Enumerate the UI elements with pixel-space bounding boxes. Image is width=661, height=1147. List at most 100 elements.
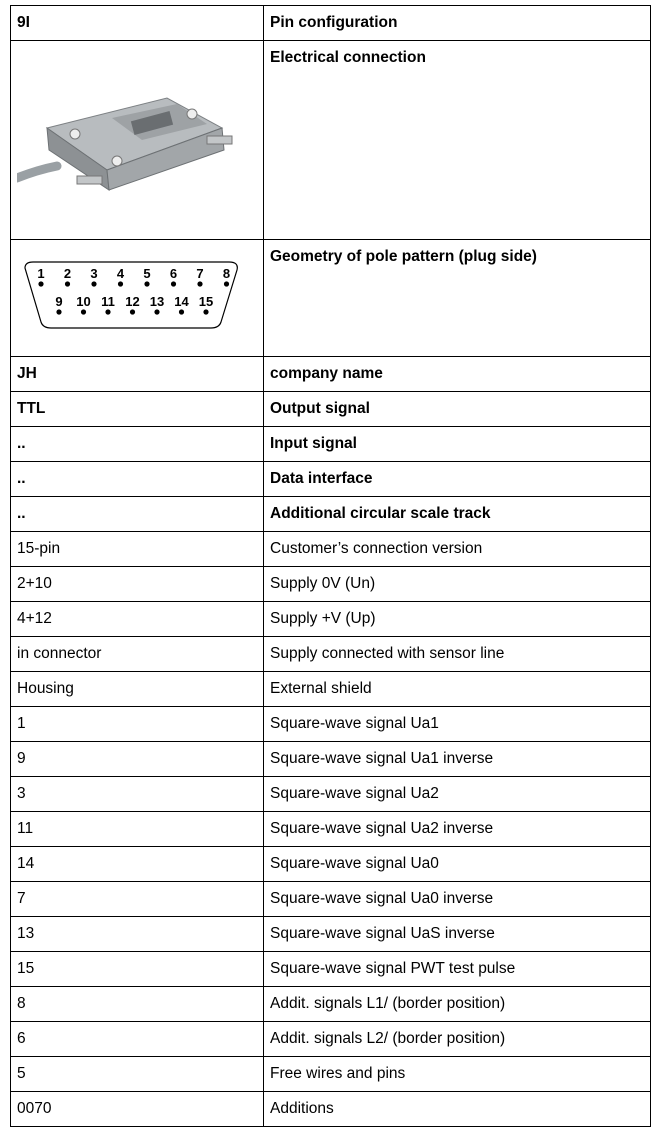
label-cell: Pin configuration (263, 5, 651, 41)
table-row: 0070 Additions (10, 1091, 651, 1127)
table-row: 14 Square-wave signal Ua0 (10, 846, 651, 882)
table-row: Electrical connection (10, 40, 651, 240)
pin-dot (117, 280, 124, 287)
pin-number: 13 (150, 294, 164, 309)
table-row: 1 2 3 4 5 6 7 8 9 10 11 12 13 14 15 Geometry of pole p… (10, 239, 651, 357)
table-row: .. Additional circular scale track (10, 496, 651, 532)
label-cell: Additions (263, 1091, 651, 1127)
value-cell: 5 (10, 1056, 264, 1092)
value-cell: 4+12 (10, 601, 264, 637)
connector-image (12, 96, 233, 191)
table-row: TTL Output signal (10, 391, 651, 427)
value-cell: 9 (10, 741, 264, 777)
table-row: 9 Square-wave signal Ua1 inverse (10, 741, 651, 777)
pin-dot (129, 308, 136, 315)
value-cell: in connector (10, 636, 264, 672)
pin-number: 9 (55, 294, 62, 309)
label-cell: Square-wave signal Ua0 (263, 846, 651, 882)
label-cell: External shield (263, 671, 651, 707)
pin-dot (178, 308, 185, 315)
pole-pattern: 1 2 3 4 5 6 7 89 10 11 12 13 14 15 (24, 260, 238, 329)
table-row: .. Input signal (10, 426, 651, 462)
label-cell: Input signal (263, 426, 651, 462)
pin-dot (56, 308, 62, 315)
label-cell: Data interface (263, 461, 651, 497)
table-row: 8 Addit. signals L1/ (border position) (10, 986, 651, 1022)
pin-number: 15 (199, 294, 213, 309)
value-cell: JH (10, 356, 264, 392)
pin-dot (154, 308, 160, 315)
pin-dot (91, 280, 97, 287)
label-cell: Supply connected with sensor line (263, 636, 651, 672)
value-cell: 9I (10, 5, 264, 41)
table-row: 11 Square-wave signal Ua2 inverse (10, 811, 651, 847)
label-cell: Square-wave signal Ua2 (263, 776, 651, 812)
pin-dot (105, 308, 111, 315)
value-cell: 6 (10, 1021, 264, 1057)
pin-number: 4 (117, 266, 125, 281)
pin-table: 9I Pin configuration Electrical connectio… (10, 5, 651, 1127)
value-cell: 13 (10, 916, 264, 952)
label-cell: Supply 0V (Un) (263, 566, 651, 602)
value-cell: TTL (10, 391, 264, 427)
value-cell: .. (10, 496, 264, 532)
pin-number: 12 (125, 294, 139, 309)
value-cell: Housing (10, 671, 264, 707)
label-cell: Square-wave signal Ua1 (263, 706, 651, 742)
table-row: 15 Square-wave signal PWT test pulse (10, 951, 651, 987)
label-cell: Square-wave signal Ua2 inverse (263, 811, 651, 847)
pin-dot (144, 280, 150, 287)
table-row: 15-pin Customer’s connection version (10, 531, 651, 567)
pin-number: 8 (223, 266, 230, 281)
pin-dot (38, 280, 44, 287)
value-cell: 15-pin (10, 531, 264, 567)
value-cell: 0070 (10, 1091, 264, 1127)
table-row: 3 Square-wave signal Ua2 (10, 776, 651, 812)
label-cell: Geometry of pole pattern (plug side) (263, 239, 651, 357)
label-cell: Addit. signals L1/ (border position) (263, 986, 651, 1022)
pin-number: 7 (196, 266, 203, 281)
pin-number: 5 (143, 266, 150, 281)
label-cell: company name (263, 356, 651, 392)
table-row: 6 Addit. signals L2/ (border position) (10, 1021, 651, 1057)
pin-dot (223, 280, 230, 287)
table-row: JH company name (10, 356, 651, 392)
pin-dot (203, 308, 209, 315)
label-cell: Square-wave signal Ua1 inverse (263, 741, 651, 777)
label-cell: Addit. signals L2/ (border position) (263, 1021, 651, 1057)
table-row: 5 Free wires and pins (10, 1056, 651, 1092)
label-cell: Electrical connection (263, 40, 651, 240)
pin-number: 3 (90, 266, 97, 281)
pin-number: 11 (101, 294, 115, 309)
pin-number: 2 (64, 266, 71, 281)
value-cell: 1 2 3 4 5 6 7 8 9 10 11 12 13 14 15 (10, 239, 264, 357)
value-cell: 2+10 (10, 566, 264, 602)
pin-number: 14 (174, 294, 189, 309)
table-row: Housing External shield (10, 671, 651, 707)
value-cell: 7 (10, 881, 264, 917)
value-cell: 15 (10, 951, 264, 987)
pin-number: 10 (76, 294, 90, 309)
label-cell: Square-wave signal PWT test pulse (263, 951, 651, 987)
value-cell: .. (10, 461, 264, 497)
label-cell: Supply +V (Up) (263, 601, 651, 637)
value-cell: 8 (10, 986, 264, 1022)
value-cell (10, 40, 264, 240)
table-row: 9I Pin configuration (10, 5, 651, 41)
table-row: 7 Square-wave signal Ua0 inverse (10, 881, 651, 917)
table-row: in connector Supply connected with sensor… (10, 636, 651, 672)
pin-number: 6 (170, 266, 177, 281)
value-cell: 3 (10, 776, 264, 812)
label-cell: Additional circular scale track (263, 496, 651, 532)
pin-dot (80, 308, 87, 315)
pin-number: 1 (37, 266, 44, 281)
pin-dot (64, 280, 71, 287)
pin-dot (170, 280, 177, 287)
table-row: 13 Square-wave signal UaS inverse (10, 916, 651, 952)
value-cell: 14 (10, 846, 264, 882)
label-cell: Free wires and pins (263, 1056, 651, 1092)
table-row: 4+12 Supply +V (Up) (10, 601, 651, 637)
table-row: 2+10 Supply 0V (Un) (10, 566, 651, 602)
table-row: .. Data interface (10, 461, 651, 497)
